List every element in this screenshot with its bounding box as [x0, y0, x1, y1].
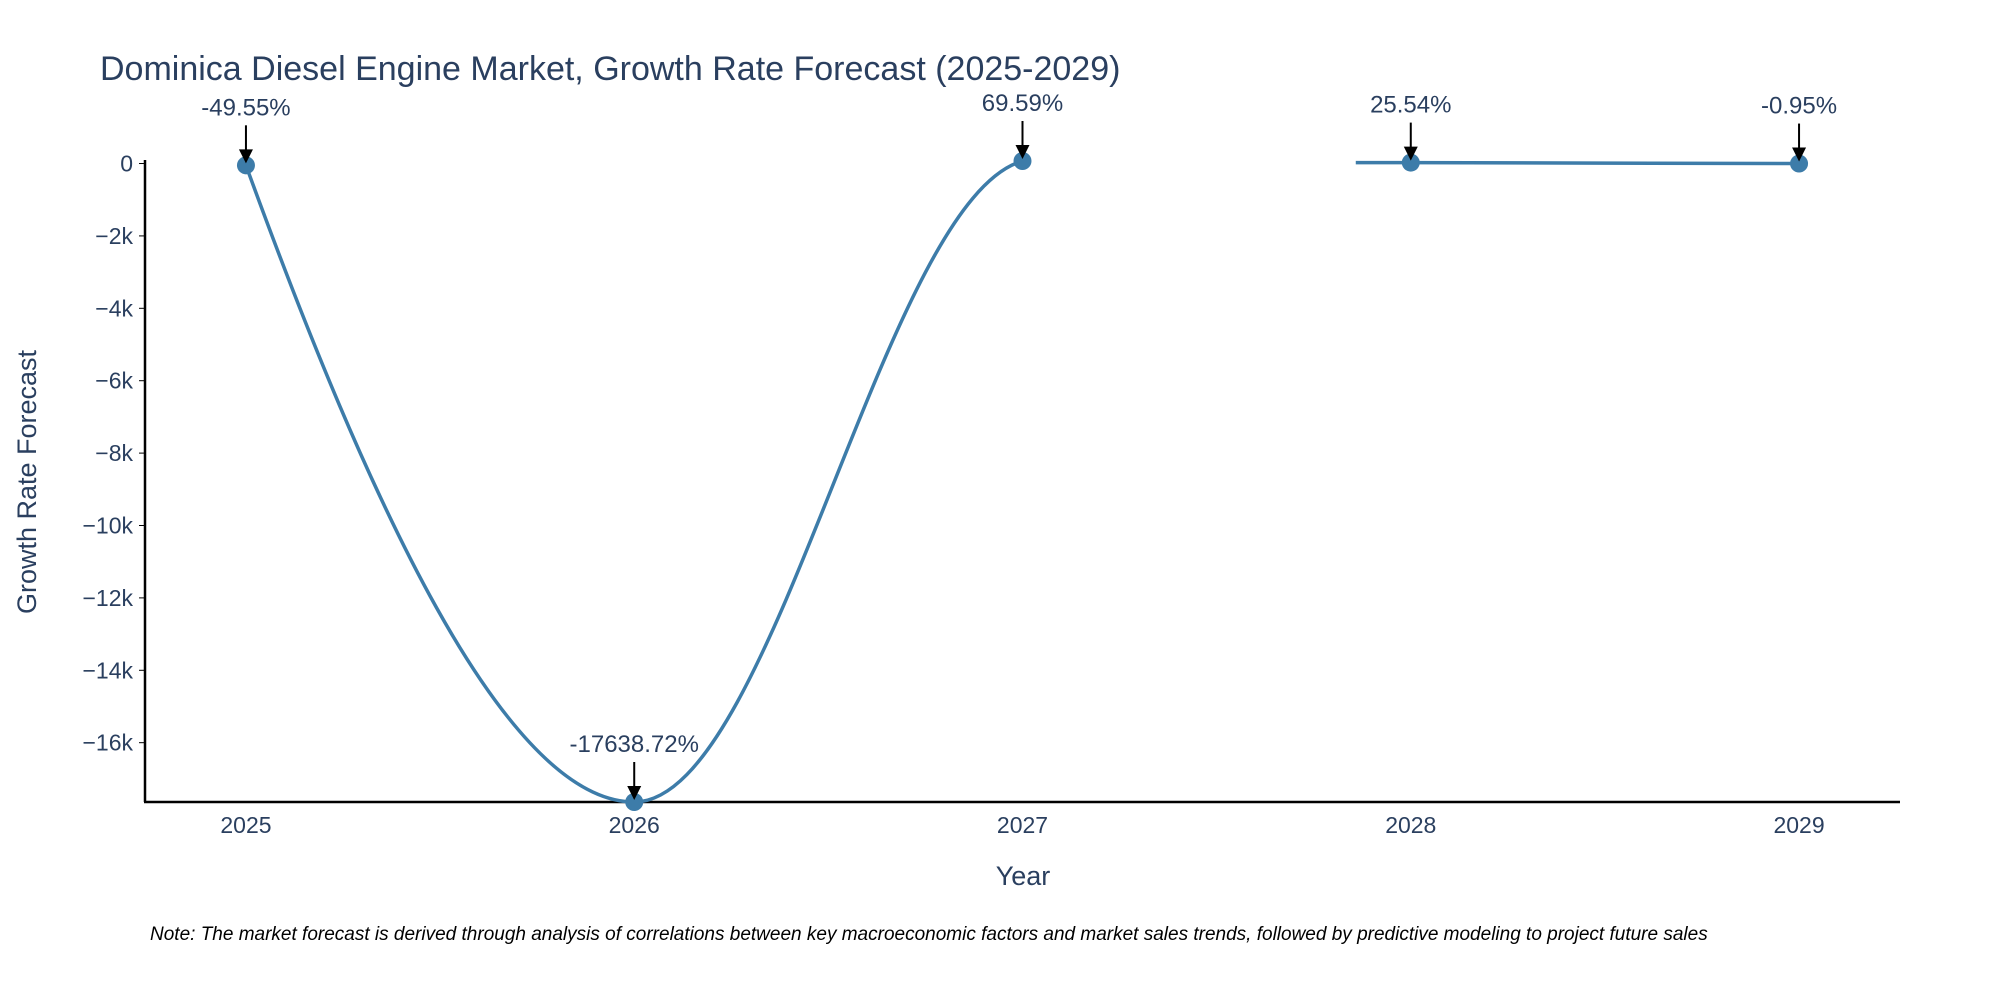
data-point: [1790, 154, 1809, 173]
y-axis-title: Growth Rate Forecast: [12, 349, 42, 614]
data-markers: [236, 152, 1809, 811]
data-annotations: -49.55% -17638.72% 69.59% 25.54% -0.95%: [201, 90, 1837, 800]
x-tick-label: 2026: [609, 812, 660, 838]
x-tick-label: 2029: [1773, 812, 1824, 838]
x-tick-label: 2025: [220, 812, 271, 838]
y-tick-label: −12k: [82, 585, 133, 611]
annotation-arrowhead: [238, 149, 253, 164]
series-line-segment: [1355, 160, 1800, 166]
x-tick-label: 2028: [1385, 812, 1436, 838]
annotation-label: -17638.72%: [570, 731, 699, 758]
y-tick-label: −16k: [82, 730, 133, 756]
y-tick-label: 0: [120, 151, 133, 177]
y-tick-label: −10k: [82, 512, 133, 538]
y-tick-label: −6k: [95, 368, 133, 394]
x-tick-label: 2027: [997, 812, 1048, 838]
annotation-arrowhead: [627, 786, 642, 800]
y-axis-ticks: 0 −2k −4k −6k −8k −10k −12k −14k −16k: [82, 151, 145, 756]
annotation-label: 69.59%: [982, 90, 1063, 117]
series-growth-rate: [244, 159, 1800, 804]
annotation-label: -49.55%: [201, 94, 290, 121]
data-point: [1401, 153, 1420, 172]
footnote: Note: The market forecast is derived thr…: [150, 924, 1708, 945]
y-tick-label: −2k: [95, 223, 133, 249]
data-point: [625, 793, 644, 811]
data-point: [236, 156, 255, 175]
chart-title: Dominica Diesel Engine Market, Growth Ra…: [100, 50, 1120, 88]
y-tick-label: −14k: [82, 657, 133, 683]
series-line-segment: [244, 159, 1023, 804]
x-axis-ticks: 2025 2026 2027 2028 2029: [220, 812, 1824, 838]
x-axis-title: Year: [996, 861, 1051, 891]
annotation-label: 25.54%: [1370, 92, 1451, 119]
annotation-label: -0.95%: [1761, 93, 1837, 120]
data-point: [1013, 152, 1032, 170]
annotation-arrowhead: [1403, 146, 1418, 161]
y-tick-label: −4k: [95, 295, 133, 321]
y-tick-label: −8k: [95, 440, 133, 466]
annotation-arrowhead: [1792, 147, 1807, 162]
annotation-arrowhead: [1015, 145, 1030, 159]
